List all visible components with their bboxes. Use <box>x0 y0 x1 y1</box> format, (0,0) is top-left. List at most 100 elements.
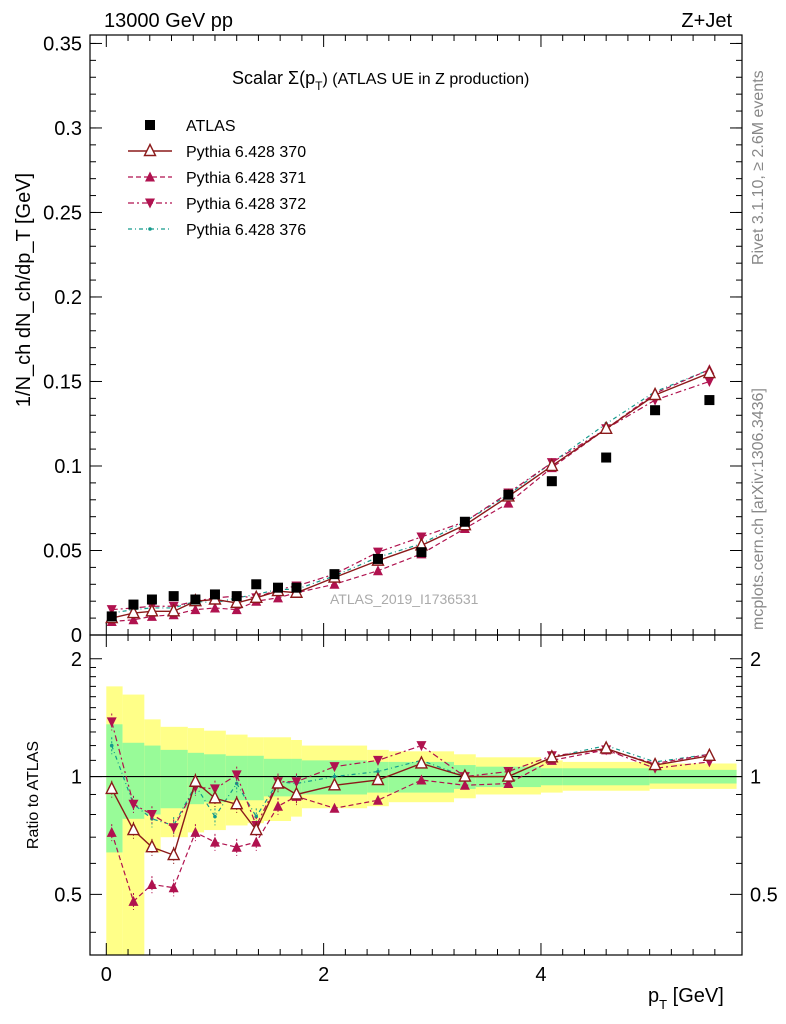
x-axis-label: pT [GeV] <box>648 985 724 1012</box>
xlabel-sub: T <box>659 997 667 1012</box>
series-marker <box>545 457 559 472</box>
legend-label: Pythia 6.428 370 <box>186 144 306 161</box>
rivet-label: Rivet 3.1.10, ≥ 2.6M events <box>750 70 767 265</box>
ratio-marker <box>230 796 244 810</box>
ratio-marker <box>416 774 427 785</box>
ratio-y-tick-label-right: 2 <box>750 649 761 671</box>
series-line <box>111 369 710 614</box>
legend: ATLAS Pythia 6.428 370 Pythia 6.428 371 Pyt… <box>128 118 306 239</box>
y-tick-label: 0.35 <box>43 33 82 55</box>
series-marker <box>230 594 244 609</box>
band-green <box>247 755 264 801</box>
series-marker <box>190 604 201 615</box>
ratio-marker <box>458 768 472 782</box>
band-green <box>204 754 226 803</box>
series-marker <box>329 578 340 589</box>
data-point <box>372 553 383 564</box>
header-left: 13000 GeV pp <box>104 10 233 32</box>
ratio-marker <box>168 823 179 834</box>
y-tick-label: 0.3 <box>54 118 82 140</box>
series-marker <box>126 604 141 619</box>
ratio-marker <box>545 749 559 763</box>
legend-label: Pythia 6.428 371 <box>186 170 306 187</box>
ratio-marker <box>414 755 429 769</box>
series-marker <box>702 364 717 379</box>
series-marker <box>648 386 662 401</box>
data-point <box>416 547 427 558</box>
band-green <box>160 749 188 809</box>
ratio-marker <box>106 717 117 728</box>
legend-label: Pythia 6.428 376 <box>186 222 306 239</box>
ratio-marker <box>503 778 514 789</box>
data-point <box>329 569 340 580</box>
ratio-marker <box>289 786 304 800</box>
analysis-watermark: ATLAS_2019_I1736531 <box>330 591 479 607</box>
x-tick-label: 0 <box>101 964 112 986</box>
ratio-marker <box>371 771 385 786</box>
data-point <box>106 611 117 622</box>
data-point <box>459 516 470 527</box>
series-marker <box>272 592 283 603</box>
series-marker <box>128 614 139 625</box>
ratio-y-tick-label: 0.5 <box>54 884 82 906</box>
data-point <box>251 579 262 590</box>
ratio-y-tick-label-right: 0.5 <box>750 884 778 906</box>
ratio-marker <box>332 774 337 779</box>
ratio-marker <box>459 779 470 790</box>
data-point <box>272 582 283 593</box>
x-tick-label: 2 <box>318 964 329 986</box>
series-marker <box>145 603 159 617</box>
ratio-marker <box>501 768 515 782</box>
ratio-y-tick-label: 1 <box>71 767 82 789</box>
legend-marker <box>145 171 155 182</box>
y-tick-label: 0.1 <box>54 456 82 478</box>
y-tick-label: 0 <box>71 625 82 647</box>
ratio-marker <box>209 836 220 847</box>
ratio-marker <box>702 747 717 761</box>
ratio-y-tick-label: 2 <box>71 649 82 671</box>
ratio-marker <box>416 741 427 752</box>
ratio-marker <box>126 821 141 836</box>
ratio-marker <box>145 839 159 853</box>
ratio-ylabel: Ratio to ATLAS <box>25 741 42 849</box>
band-green <box>122 742 145 819</box>
series-marker <box>209 602 220 613</box>
ratio-marker <box>146 809 157 820</box>
data-point <box>503 489 514 500</box>
legend-marker <box>145 120 155 130</box>
ratio-marker <box>128 895 139 906</box>
series-line <box>111 372 710 619</box>
data-point <box>209 589 220 600</box>
series-line <box>111 369 710 623</box>
xlabel-rest: [GeV] <box>667 985 724 1007</box>
series-marker <box>249 589 263 604</box>
ratio-marker <box>254 814 259 819</box>
ratio-marker <box>372 755 383 766</box>
ratio-marker <box>208 790 222 804</box>
data-point <box>650 405 661 416</box>
header-right: Z+Jet <box>681 10 732 32</box>
ratio-marker <box>271 775 285 789</box>
ratio-panel: 0 2 4 0.5 0.5 1 1 2 2 <box>54 634 778 986</box>
ratio-marker <box>249 821 263 836</box>
ratio-marker <box>648 757 662 771</box>
ratio-marker <box>167 847 181 861</box>
series-marker <box>503 497 514 508</box>
legend-marker <box>148 227 152 231</box>
x-tick-label: 4 <box>535 964 546 986</box>
xlabel-main: p <box>648 985 659 1007</box>
data-point <box>546 476 557 487</box>
plot-title: Scalar Σ(pT) (ATLAS UE in Z production) <box>232 68 529 93</box>
y-tick-label: 0.2 <box>54 287 82 309</box>
series-marker <box>599 420 613 435</box>
ratio-marker <box>105 780 119 795</box>
ratio-marker <box>209 784 220 795</box>
ratio-marker <box>213 814 217 819</box>
title-main: Scalar Σ(p <box>232 68 315 88</box>
legend-label: Pythia 6.428 372 <box>186 196 306 213</box>
data-point <box>291 582 302 593</box>
data-point <box>168 591 179 602</box>
ratio-marker <box>372 794 383 805</box>
ratio-marker <box>272 800 283 811</box>
